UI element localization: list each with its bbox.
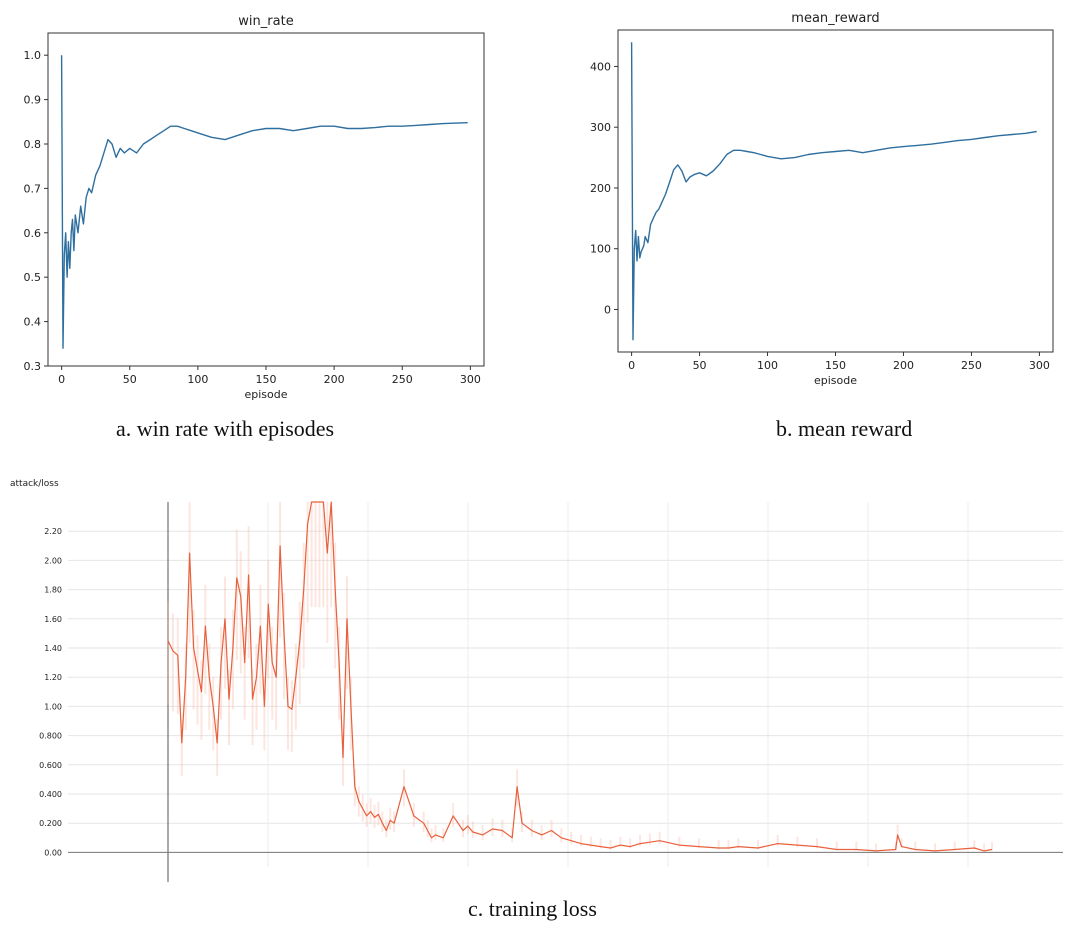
chart-title: mean_reward [791, 11, 879, 26]
y-tick-label: 0.600 [39, 761, 62, 770]
y-tick-label: 300 [590, 121, 611, 134]
y-tick-label: 1.20 [44, 673, 62, 682]
y-tick-label: 1.60 [44, 615, 62, 624]
chart-title: win_rate [238, 14, 293, 29]
y-tick-label: 0.800 [39, 732, 62, 741]
x-axis-label: episode [244, 388, 287, 401]
x-tick-label: 50 [123, 373, 137, 386]
x-tick-label: 0 [628, 359, 635, 372]
y-tick-label: 2.00 [44, 556, 62, 565]
x-tick-label: 200 [324, 373, 345, 386]
y-tick-label: 0.5 [24, 271, 42, 284]
y-tick-label: 0.9 [24, 94, 42, 107]
y-tick-label: 0.400 [39, 790, 62, 799]
x-tick-label: 0 [58, 373, 65, 386]
caption-c: c. training loss [468, 896, 597, 921]
chart-title: attack/loss [10, 479, 59, 489]
series-line [60, 55, 468, 349]
y-tick-label: 0.8 [24, 138, 42, 151]
y-tick-label: 0.200 [39, 819, 62, 828]
x-tick-label: 150 [825, 359, 846, 372]
y-tick-label: 0 [604, 303, 611, 316]
y-tick-label: 1.80 [44, 586, 62, 595]
y-tick-label: 1.40 [44, 644, 62, 653]
x-tick-label: 50 [693, 359, 707, 372]
y-tick-label: 0.7 [24, 182, 42, 195]
mean-reward-chart: mean_reward 0 50 100 150 200 250 300 0 100 200 300 4… [590, 11, 1054, 387]
win-rate-chart: win_rate 0 50 100 150 200 250 300 0.3 0.4 0.5 0.6 0.… [24, 14, 485, 401]
y-tick-label: 0.3 [24, 360, 42, 373]
x-tick-label: 250 [392, 373, 413, 386]
y-tick-label: 200 [590, 182, 611, 195]
x-tick-label: 300 [1029, 359, 1050, 372]
x-tick-label: 300 [460, 373, 481, 386]
x-tick-label: 200 [893, 359, 914, 372]
series-line [167, 501, 993, 852]
y-tick-label: 100 [590, 243, 611, 256]
plot-frame [617, 29, 1054, 353]
series-line [630, 42, 1037, 341]
y-tick-label: 0.00 [44, 848, 62, 857]
x-tick-label: 250 [961, 359, 982, 372]
plot-frame [47, 32, 485, 367]
y-tick-label: 0.6 [24, 227, 42, 240]
x-axis-label: episode [814, 374, 857, 387]
caption-b: b. mean reward [776, 416, 913, 441]
x-tick-label: 100 [757, 359, 778, 372]
y-tick-label: 0.4 [24, 316, 42, 329]
y-tick-label: 400 [590, 60, 611, 73]
y-tick-label: 2.20 [44, 527, 62, 536]
x-tick-label: 100 [187, 373, 208, 386]
x-tick-label: 150 [256, 373, 277, 386]
y-tick-label: 1.0 [24, 49, 42, 62]
y-tick-label: 1.00 [44, 702, 62, 711]
training-loss-chart: attack/loss 0.00 0.200 0.400 0.600 0.800 1.00 1… [10, 479, 1063, 882]
caption-a: a. win rate with episodes [116, 416, 335, 441]
